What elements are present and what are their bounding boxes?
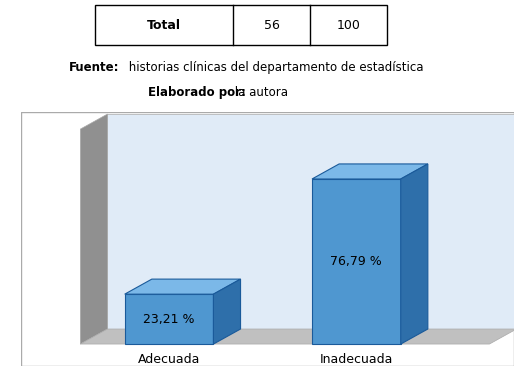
Polygon shape xyxy=(214,279,241,344)
Polygon shape xyxy=(401,164,428,344)
Text: Inadecuada: Inadecuada xyxy=(320,352,393,366)
Text: Elaborado por:: Elaborado por: xyxy=(148,86,246,99)
Polygon shape xyxy=(81,114,108,344)
FancyBboxPatch shape xyxy=(95,5,387,45)
Text: Adecuada: Adecuada xyxy=(138,352,200,366)
Text: Total: Total xyxy=(147,19,181,32)
Polygon shape xyxy=(81,329,517,344)
FancyBboxPatch shape xyxy=(21,112,514,366)
Text: 56: 56 xyxy=(264,19,279,32)
Polygon shape xyxy=(312,179,401,344)
Text: la autora: la autora xyxy=(231,86,288,99)
Polygon shape xyxy=(125,294,214,344)
Text: Fuente:: Fuente: xyxy=(69,61,119,74)
Text: 100: 100 xyxy=(337,19,360,32)
Text: historias clínicas del departamento de estadística: historias clínicas del departamento de e… xyxy=(125,61,423,74)
Text: 76,79 %: 76,79 % xyxy=(331,255,382,268)
Polygon shape xyxy=(125,279,241,294)
Polygon shape xyxy=(312,164,428,179)
Text: 23,21 %: 23,21 % xyxy=(143,313,195,326)
Polygon shape xyxy=(108,114,517,329)
